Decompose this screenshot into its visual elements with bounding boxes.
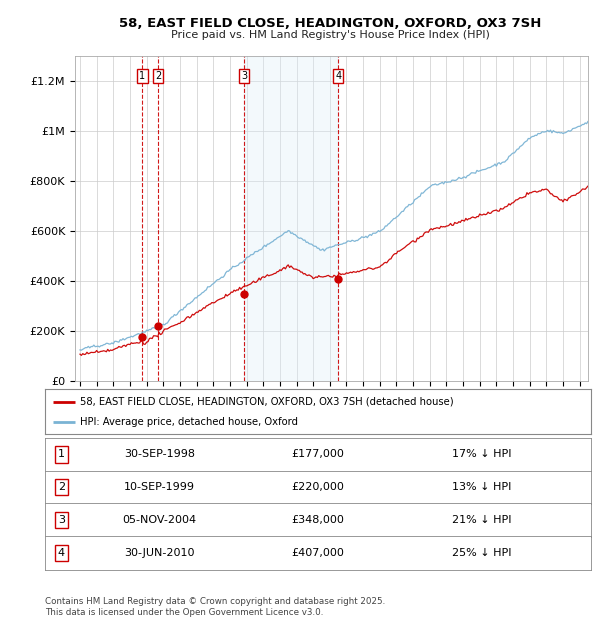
Text: £348,000: £348,000 (292, 515, 344, 525)
Text: 30-JUN-2010: 30-JUN-2010 (124, 548, 195, 558)
Text: HPI: Average price, detached house, Oxford: HPI: Average price, detached house, Oxfo… (80, 417, 298, 427)
Text: 10-SEP-1999: 10-SEP-1999 (124, 482, 195, 492)
Text: 05-NOV-2004: 05-NOV-2004 (122, 515, 197, 525)
Text: 30-SEP-1998: 30-SEP-1998 (124, 450, 195, 459)
Text: £407,000: £407,000 (292, 548, 344, 558)
Text: Price paid vs. HM Land Registry's House Price Index (HPI): Price paid vs. HM Land Registry's House … (170, 30, 490, 40)
Text: 2: 2 (155, 71, 161, 81)
Text: £177,000: £177,000 (292, 450, 344, 459)
Text: 1: 1 (139, 71, 146, 81)
Text: 4: 4 (335, 71, 341, 81)
Text: 3: 3 (58, 515, 65, 525)
Text: £220,000: £220,000 (292, 482, 344, 492)
Bar (244, 56, 338, 381)
Text: 21% ↓ HPI: 21% ↓ HPI (452, 515, 511, 525)
Text: 17% ↓ HPI: 17% ↓ HPI (452, 450, 511, 459)
Text: 1: 1 (58, 450, 65, 459)
Text: 58, EAST FIELD CLOSE, HEADINGTON, OXFORD, OX3 7SH: 58, EAST FIELD CLOSE, HEADINGTON, OXFORD… (119, 17, 541, 30)
Text: 25% ↓ HPI: 25% ↓ HPI (452, 548, 511, 558)
Text: 4: 4 (58, 548, 65, 558)
Text: 13% ↓ HPI: 13% ↓ HPI (452, 482, 511, 492)
Text: 58, EAST FIELD CLOSE, HEADINGTON, OXFORD, OX3 7SH (detached house): 58, EAST FIELD CLOSE, HEADINGTON, OXFORD… (80, 397, 454, 407)
Text: Contains HM Land Registry data © Crown copyright and database right 2025.
This d: Contains HM Land Registry data © Crown c… (45, 598, 385, 617)
Text: 2: 2 (58, 482, 65, 492)
Text: 3: 3 (241, 71, 247, 81)
